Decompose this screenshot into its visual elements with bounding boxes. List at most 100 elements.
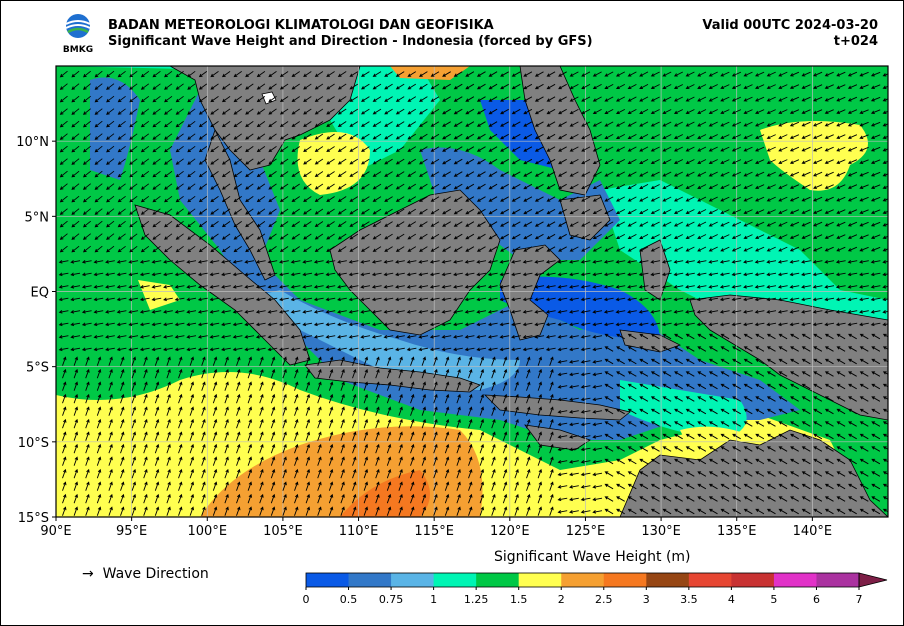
direction-arrow xyxy=(488,233,498,240)
direction-arrow xyxy=(279,208,289,215)
direction-arrow xyxy=(859,471,869,477)
direction-arrow xyxy=(73,506,79,516)
direction-arrow xyxy=(128,335,139,339)
direction-arrow xyxy=(105,285,115,289)
direction-arrow xyxy=(407,171,417,177)
direction-arrow xyxy=(708,408,718,415)
direction-arrow xyxy=(152,145,161,153)
direction-arrow xyxy=(708,358,718,365)
direction-arrow xyxy=(328,481,334,491)
direction-arrow xyxy=(117,95,126,103)
direction-arrow xyxy=(59,145,68,153)
direction-arrow xyxy=(430,121,440,127)
direction-arrow xyxy=(94,183,103,190)
direction-arrow xyxy=(697,333,707,340)
direction-arrow xyxy=(662,346,672,352)
direction-arrow xyxy=(615,96,626,102)
direction-arrow xyxy=(198,146,208,153)
direction-arrow xyxy=(326,158,335,165)
direction-arrow xyxy=(697,408,707,415)
direction-arrow xyxy=(453,183,463,190)
direction-arrow xyxy=(500,221,509,227)
direction-arrow xyxy=(247,443,253,454)
direction-arrow xyxy=(201,368,206,379)
direction-arrow xyxy=(433,381,438,391)
direction-arrow xyxy=(290,285,301,289)
direction-arrow xyxy=(488,146,498,152)
direction-arrow xyxy=(360,83,370,90)
direction-arrow xyxy=(790,346,799,352)
direction-arrow xyxy=(464,272,475,277)
direction-arrow xyxy=(106,195,115,203)
direction-arrow xyxy=(279,121,289,128)
direction-arrow xyxy=(140,233,150,240)
direction-arrow xyxy=(639,134,649,140)
direction-arrow xyxy=(871,421,881,427)
direction-arrow xyxy=(778,408,788,415)
direction-arrow xyxy=(375,393,380,404)
direction-arrow xyxy=(186,260,197,264)
direction-arrow xyxy=(279,272,289,277)
direction-arrow xyxy=(836,371,846,377)
direction-arrow xyxy=(85,493,90,504)
direction-arrow xyxy=(812,310,823,314)
direction-arrow xyxy=(813,146,823,152)
direction-arrow xyxy=(558,83,567,90)
direction-arrow xyxy=(384,133,393,140)
direction-arrow xyxy=(178,481,183,491)
direction-arrow xyxy=(453,158,463,165)
direction-arrow xyxy=(801,383,811,390)
direction-arrow xyxy=(465,71,475,77)
direction-arrow xyxy=(247,393,253,404)
direction-arrow xyxy=(616,471,625,477)
direction-arrow xyxy=(131,443,137,454)
direction-arrow xyxy=(732,371,741,377)
direction-arrow xyxy=(778,446,788,452)
direction-arrow xyxy=(523,208,533,215)
direction-arrow xyxy=(152,158,161,165)
direction-arrow xyxy=(372,183,382,190)
direction-arrow xyxy=(836,146,846,152)
direction-arrow xyxy=(732,471,741,477)
direction-arrow xyxy=(847,322,858,327)
direction-arrow xyxy=(777,285,788,289)
direction-arrow xyxy=(557,385,568,389)
direction-arrow xyxy=(337,208,347,215)
direction-arrow xyxy=(314,133,324,140)
direction-arrow xyxy=(824,84,834,90)
direction-arrow xyxy=(789,234,800,240)
direction-arrow xyxy=(164,133,173,140)
direction-arrow xyxy=(94,70,103,78)
direction-arrow xyxy=(224,493,229,504)
direction-arrow xyxy=(210,83,219,90)
direction-arrow xyxy=(337,171,347,178)
direction-arrow xyxy=(456,418,461,429)
direction-arrow xyxy=(743,433,753,440)
direction-arrow xyxy=(616,358,625,365)
direction-arrow xyxy=(790,396,799,402)
direction-arrow xyxy=(108,506,113,516)
direction-arrow xyxy=(639,458,649,465)
lat-lon-grid xyxy=(56,66,888,517)
direction-arrow xyxy=(592,497,603,502)
direction-arrow xyxy=(314,108,324,115)
direction-arrow xyxy=(143,368,148,379)
direction-arrow xyxy=(268,208,277,215)
direction-arrow xyxy=(488,83,498,90)
direction-arrow xyxy=(708,209,718,215)
direction-arrow xyxy=(697,96,707,102)
direction-arrow xyxy=(444,506,450,516)
direction-arrow xyxy=(789,96,800,102)
direction-arrow xyxy=(685,246,695,252)
direction-arrow xyxy=(545,297,556,302)
direction-arrow xyxy=(371,310,382,314)
direction-arrow xyxy=(82,220,91,228)
direction-arrow xyxy=(673,310,684,314)
direction-arrow xyxy=(421,418,427,429)
direction-arrow xyxy=(71,95,80,103)
direction-arrow xyxy=(502,393,508,404)
direction-arrow xyxy=(580,497,591,502)
direction-arrow xyxy=(650,159,660,165)
direction-arrow xyxy=(212,443,218,454)
direction-arrow xyxy=(697,84,707,90)
